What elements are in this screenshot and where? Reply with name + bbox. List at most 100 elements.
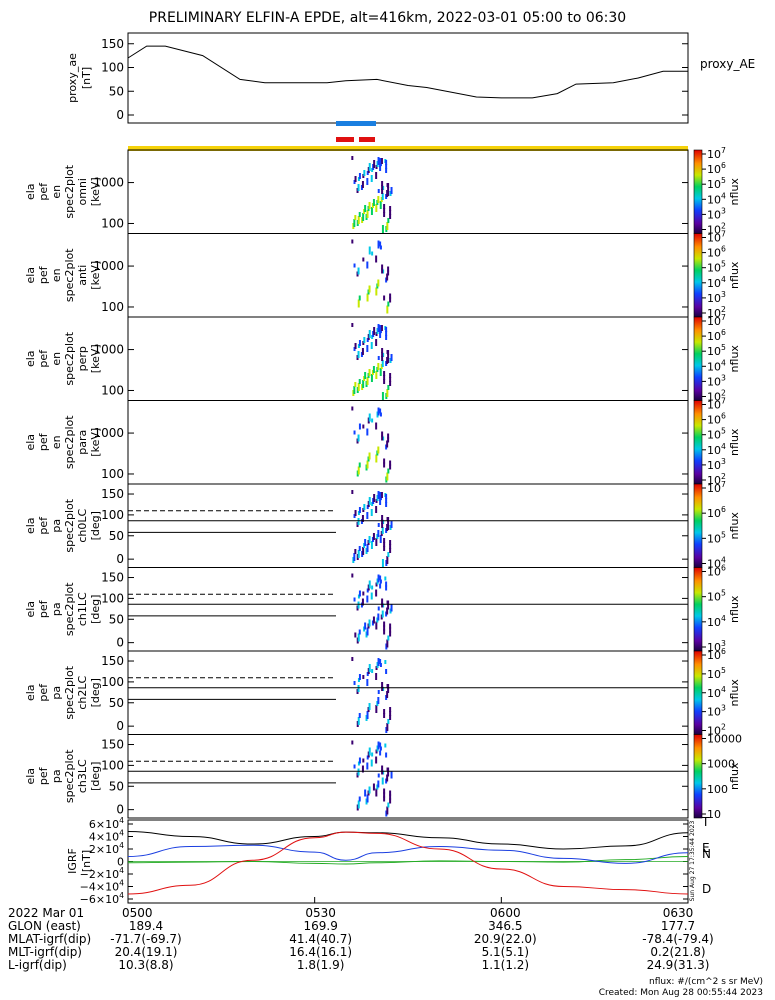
colorbar xyxy=(693,149,703,234)
spectrogram-pixel xyxy=(387,600,390,606)
spectrogram-tick-label: 150 xyxy=(101,487,124,501)
spectrogram-pixel xyxy=(381,765,384,771)
spectrogram-pixel xyxy=(370,207,373,215)
spectrogram-pixel xyxy=(387,385,390,390)
igrf-legend-D: D xyxy=(702,882,711,896)
spectrogram-ylabel: ch1LC xyxy=(76,592,89,626)
igrf-tick-label: 4×104 xyxy=(89,829,124,844)
spectrogram-pixel xyxy=(386,472,389,481)
spectrogram-pixel xyxy=(351,323,354,327)
spectrogram-pixel xyxy=(381,515,384,520)
x-annotation-value: 10.3(8.8) xyxy=(118,958,173,972)
spectrogram-pixel xyxy=(353,263,356,268)
spectrogram-frame xyxy=(127,567,689,652)
x-annotation-row-label: GLON (east) xyxy=(8,919,81,933)
spectrogram-pixel xyxy=(379,659,382,664)
spectrogram-pixel xyxy=(361,181,364,188)
colorbar-tick-label: 107 xyxy=(707,230,726,245)
spectrogram-ylabel: pef xyxy=(37,182,50,201)
spectrogram-ylabel: en xyxy=(50,352,63,366)
spectrogram-pixel xyxy=(358,507,361,513)
proxy-ae-tick-label: 100 xyxy=(101,61,124,75)
spectrogram-ylabel: ela xyxy=(24,601,37,618)
colorbar-tick-label: 106 xyxy=(707,328,726,343)
x-annotation-row-label: L-igrf(dip) xyxy=(8,958,67,972)
spectrogram-pixel xyxy=(383,204,386,209)
spectrogram-pixel xyxy=(386,440,389,448)
spectrogram-pixel xyxy=(387,468,390,474)
spectrogram-frame xyxy=(127,483,689,568)
spectrogram-pixel xyxy=(366,428,369,436)
spectrogram-pixel xyxy=(383,212,386,217)
spectrogram-blobs xyxy=(351,239,392,314)
spectrogram-pixel xyxy=(386,305,389,314)
colorbar-tick-label: 103 xyxy=(707,704,726,719)
spectrogram-pixel xyxy=(382,770,385,775)
proxy-ae-ylabel: proxy_ae xyxy=(66,53,79,103)
spectrogram-pixel xyxy=(362,675,365,679)
spectrogram-pixel xyxy=(379,162,382,167)
x-annotation-value: 1.8(1.9) xyxy=(297,958,345,972)
spectrogram-pixel xyxy=(379,412,382,417)
igrf-legend-N: N xyxy=(702,847,711,861)
spectrogram-pixel xyxy=(387,802,390,808)
spectrogram-pixel xyxy=(354,343,357,349)
colorbar-tick-label: 105 xyxy=(707,343,726,358)
spectrogram-pixel xyxy=(381,193,384,200)
spectrogram-ylabel: spec2plot xyxy=(63,415,76,469)
spectrogram-pixel xyxy=(353,764,356,769)
spectrogram-pixel xyxy=(389,460,392,466)
colorbar-tick-label: 103 xyxy=(707,457,726,472)
spectrogram-pixel xyxy=(357,717,360,725)
spectrogram-pixel xyxy=(390,187,393,194)
spectrogram-pixel xyxy=(383,538,386,543)
proxy-ae-ylabel-unit: [nT] xyxy=(80,67,93,89)
footer-units: nflux: #/(cm^2 s sr MeV) xyxy=(649,977,763,987)
spectrogram-pixel xyxy=(368,330,371,338)
colorbar-label: nflux xyxy=(728,261,741,289)
spectrogram-pixel xyxy=(366,794,369,803)
x-annotation-value: 24.9(31.3) xyxy=(647,958,710,972)
proxy-ae-line xyxy=(127,45,688,99)
spectrogram-pixel xyxy=(362,591,365,596)
colorbar-tick-label: 105 xyxy=(707,260,726,275)
spectrogram-tick-label: 100 xyxy=(101,216,124,230)
spectrogram-pixel xyxy=(389,711,392,716)
spectrogram-ylabel: pa xyxy=(50,686,63,700)
spectrogram-pixel xyxy=(358,340,361,346)
spectrogram-blobs xyxy=(351,323,393,400)
spectrogram-pixel xyxy=(379,166,382,171)
spectrogram-tick-label: 50 xyxy=(109,696,124,710)
x-tick-label: 0600 xyxy=(490,906,521,920)
spectrogram-pixel xyxy=(381,686,384,691)
spectrogram-ylabel: perp xyxy=(76,346,89,371)
proxy-ae-tick-label: 150 xyxy=(101,37,124,51)
red-bar xyxy=(336,137,354,142)
spectrogram-pixel xyxy=(381,352,384,357)
spectrogram-pixel xyxy=(375,454,378,463)
spectrogram-pixel xyxy=(387,218,390,223)
spectrogram-pixel xyxy=(387,358,390,363)
colorbar-tick-label: 106 xyxy=(707,245,726,260)
spectrogram-pixel xyxy=(381,435,384,441)
spectrogram-pixel xyxy=(381,682,384,687)
spectrogram-pixel xyxy=(379,579,382,584)
spectrogram-pixel xyxy=(387,266,390,272)
spectrogram-tick-label: 1000 xyxy=(93,259,124,273)
spectrogram-pixel xyxy=(382,520,385,524)
colorbar-tick-label: 107 xyxy=(707,480,726,495)
spectrogram-pixel xyxy=(390,521,393,528)
spectrogram-pixel xyxy=(379,241,382,247)
spectrogram-pixel xyxy=(372,616,375,624)
red-bar xyxy=(359,137,375,142)
spectrogram-pixel xyxy=(379,201,382,209)
spectrogram-pixel xyxy=(387,354,390,359)
spectrogram-pixel xyxy=(385,502,388,507)
igrf-tick-label: −2×104 xyxy=(80,866,124,881)
spectrogram-pixel xyxy=(375,339,378,346)
spectrogram-pixel xyxy=(389,210,392,215)
spectrogram-pixel xyxy=(351,573,354,578)
x-annotation-value: 169.9 xyxy=(303,919,337,933)
spectrogram-tick-label: 150 xyxy=(101,738,124,752)
spectrogram-pixel xyxy=(377,189,380,193)
